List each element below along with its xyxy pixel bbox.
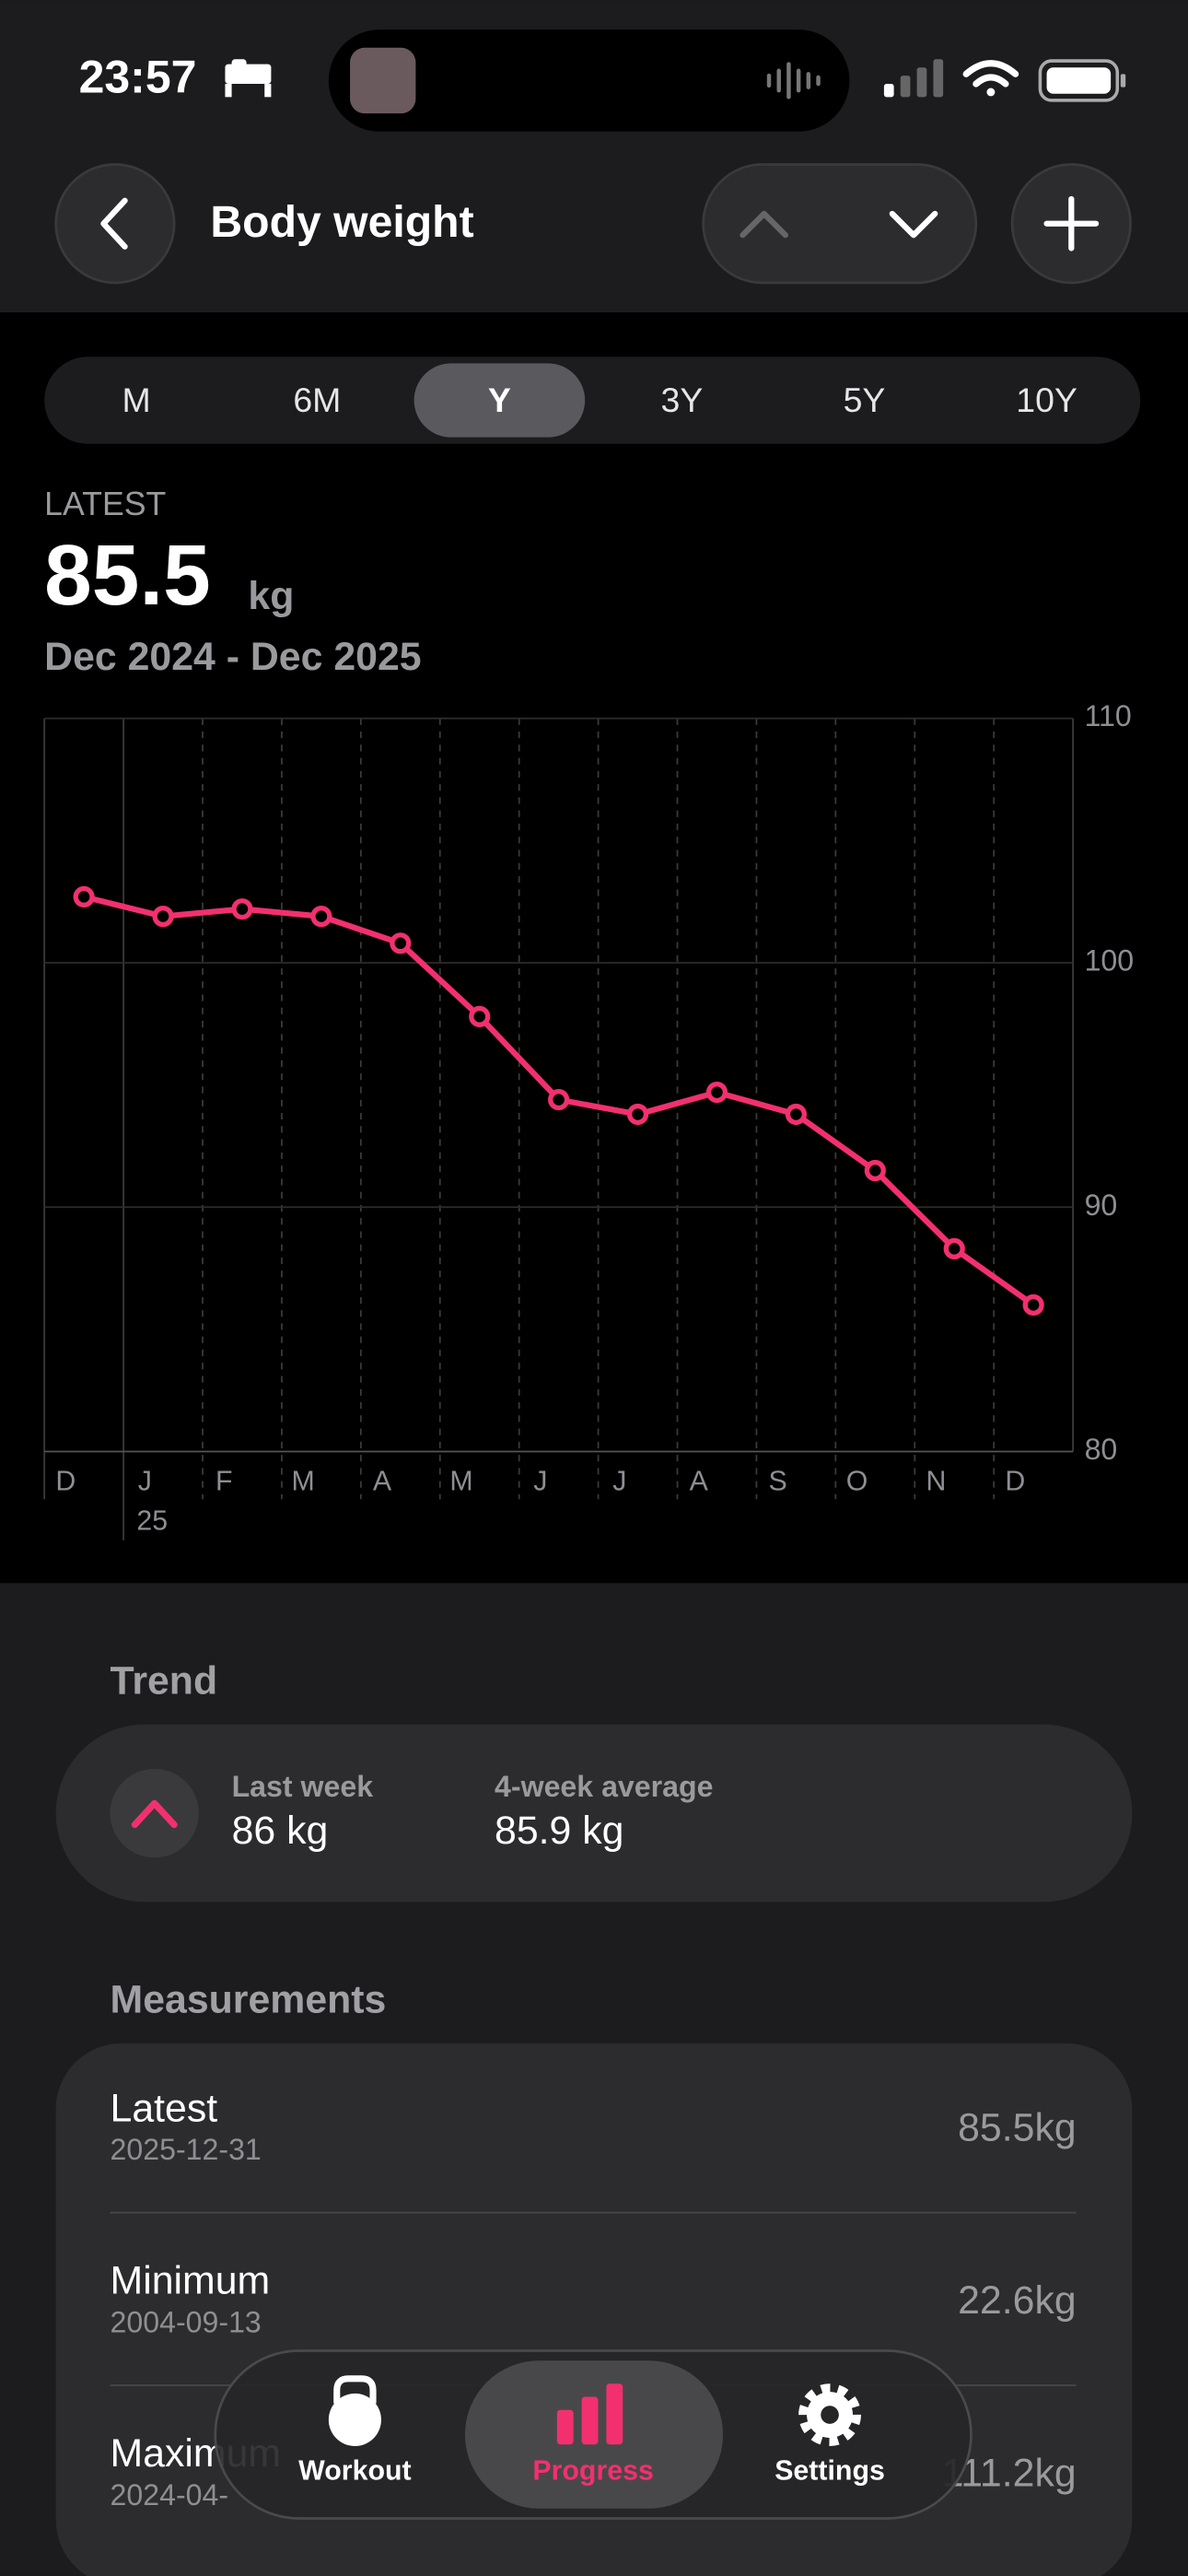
trend-up-icon: [131, 1799, 178, 1829]
previous-button[interactable]: [740, 210, 788, 239]
range-tab[interactable]: 3Y: [661, 381, 704, 419]
period: Dec 2024 - Dec 2025: [44, 635, 421, 679]
measurement-date: 2024-04-: [111, 2478, 229, 2512]
trend-value: 86 kg: [232, 1809, 329, 1853]
measurement-label: Latest: [111, 2086, 218, 2130]
x-tick-label: O: [846, 1466, 868, 1496]
progress-icon: [556, 2383, 623, 2445]
measurement-value: 22.6kg: [958, 2278, 1077, 2323]
measurement-label: Minimum: [111, 2259, 271, 2303]
x-tick-label: S: [769, 1466, 787, 1496]
x-tick-label: D: [1005, 1466, 1025, 1496]
measurement-value: 85.5kg: [958, 2106, 1077, 2150]
range-selected: [413, 363, 586, 438]
data-point: [390, 932, 412, 954]
measurement-date: 2004-09-13: [111, 2305, 262, 2338]
battery-icon: [1038, 59, 1126, 102]
tab-label[interactable]: Settings: [775, 2456, 885, 2487]
signal-icon: [883, 59, 944, 98]
latest-unit: kg: [248, 574, 294, 618]
data-point: [943, 1237, 965, 1259]
status-time: 23:57: [79, 52, 197, 103]
x-tick-label: J: [138, 1466, 152, 1496]
add-button[interactable]: [1010, 163, 1132, 285]
data-point: [310, 906, 332, 928]
y-tick-label: 110: [1085, 699, 1132, 732]
trend-value: 85.9 kg: [495, 1809, 623, 1853]
trend-title: Trend: [111, 1658, 218, 1703]
x-tick-label: M: [291, 1466, 314, 1496]
data-point: [548, 1088, 570, 1111]
data-point: [1022, 1294, 1044, 1316]
x-tick-label: A: [373, 1466, 392, 1496]
data-point: [785, 1103, 807, 1126]
trend-label: 4-week average: [495, 1770, 713, 1803]
trend-icon-bg: [110, 1768, 199, 1858]
x-tick-label: D: [55, 1466, 76, 1496]
range-tab[interactable]: 10Y: [1016, 381, 1077, 419]
x-tick-label: N: [926, 1466, 947, 1496]
x-tick-label: M: [449, 1466, 472, 1496]
range-tab[interactable]: M: [122, 381, 150, 419]
y-tick-label: 100: [1085, 944, 1135, 978]
trend-card: [55, 1724, 1133, 1903]
x-tick-label: J: [612, 1466, 626, 1496]
data-point: [469, 1005, 491, 1027]
weight-chart: 80 90 100 110 D J F M A M J J A S O N D 25: [43, 699, 1135, 1540]
range-selector: [44, 357, 1141, 444]
page-title: Body weight: [210, 197, 473, 247]
data-point: [705, 1082, 728, 1104]
trend-label: Last week: [232, 1770, 374, 1803]
dynamic-island: [328, 29, 850, 132]
x-tick-label: A: [690, 1466, 709, 1496]
measurement-date: 2025-12-31: [111, 2133, 262, 2166]
workout-icon: [328, 2375, 381, 2446]
range-tab[interactable]: Y: [488, 381, 511, 419]
latest-label: LATEST: [44, 486, 166, 522]
measurements-title: Measurements: [111, 1978, 387, 2022]
latest-value: 85.5: [44, 527, 211, 623]
wifi-icon: [962, 60, 1019, 97]
range-tab[interactable]: 5Y: [844, 381, 886, 419]
x-tick-label: F: [215, 1466, 233, 1496]
x-tick-label: J: [533, 1466, 547, 1496]
y-tick-label: 80: [1085, 1433, 1118, 1466]
album-art: [350, 47, 416, 114]
data-point: [864, 1159, 886, 1182]
chart-background: [0, 312, 1188, 1584]
sleep-icon: [225, 59, 272, 98]
data-point: [73, 885, 95, 907]
data-point: [626, 1103, 649, 1126]
back-button[interactable]: [54, 163, 176, 285]
next-button[interactable]: [889, 210, 938, 239]
settings-icon: [798, 2383, 861, 2446]
x-year-label: 25: [136, 1505, 168, 1536]
data-point: [231, 898, 253, 920]
audio-indicator: [766, 62, 821, 100]
tab-label[interactable]: Workout: [298, 2456, 411, 2487]
y-tick-label: 90: [1085, 1188, 1118, 1222]
tab-label[interactable]: Progress: [532, 2456, 654, 2487]
range-tab[interactable]: 6M: [293, 381, 341, 419]
nav-pill: [702, 163, 978, 285]
data-point: [152, 906, 174, 928]
